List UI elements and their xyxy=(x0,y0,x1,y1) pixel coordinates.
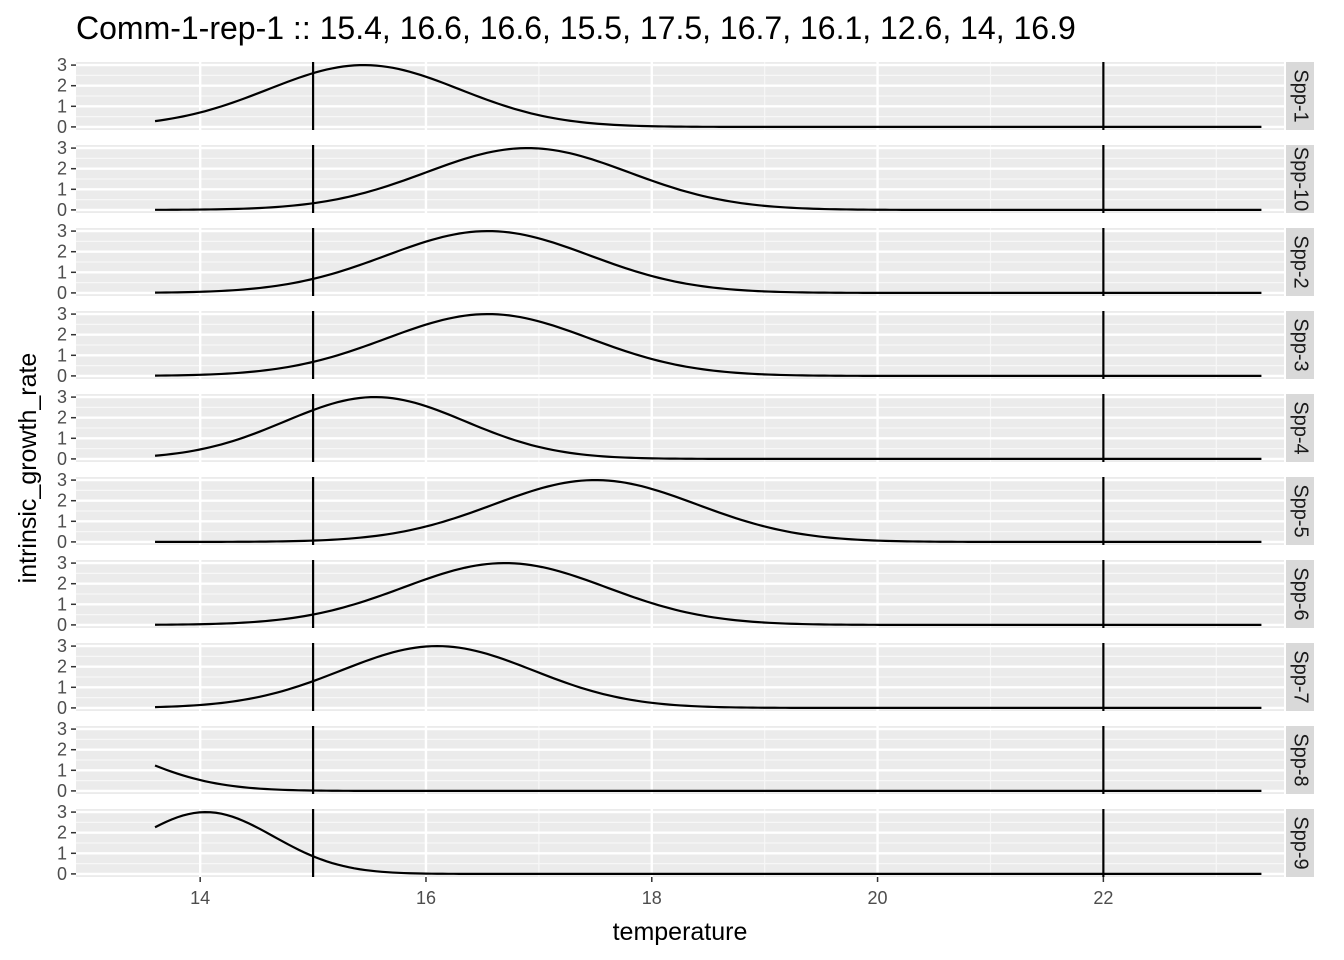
y-tick-label: 2 xyxy=(57,159,67,179)
y-tick-label: 1 xyxy=(57,843,67,863)
x-axis: 14 16 18 20 22 xyxy=(190,877,1113,908)
y-tick-label: 0 xyxy=(57,532,67,552)
y-tick-label: 2 xyxy=(57,657,67,677)
y-tick-label: 2 xyxy=(57,242,67,262)
y-tick-label: 0 xyxy=(57,200,67,220)
y-tick-label: 3 xyxy=(57,221,67,241)
facet-strip-label: Spp-1 xyxy=(1290,69,1312,122)
y-axis-label: intrinsic_growth_rate xyxy=(14,353,42,584)
y-tick-label: 2 xyxy=(57,76,67,96)
y-tick-label: 3 xyxy=(57,304,67,324)
y-tick-label: 1 xyxy=(57,760,67,780)
y-tick-label: 2 xyxy=(57,491,67,511)
facet-strip-label: Spp-3 xyxy=(1290,318,1312,371)
growth-curve-line xyxy=(154,395,1262,461)
growth-curve-line xyxy=(155,229,1262,295)
x-tick-label: 14 xyxy=(190,888,210,908)
facet-strip xyxy=(1286,62,1314,130)
x-tick-label: 20 xyxy=(868,888,888,908)
x-tick-label: 16 xyxy=(416,888,436,908)
facet-strip xyxy=(1286,145,1314,213)
facet-strip-label: Spp-4 xyxy=(1290,401,1312,454)
facet-strip xyxy=(1286,311,1314,379)
y-tick-label: 1 xyxy=(57,428,67,448)
facet-strip-label: Spp-2 xyxy=(1290,235,1312,288)
y-tick-label: 0 xyxy=(57,366,67,386)
facet-strip xyxy=(1286,394,1314,462)
y-tick-label: 3 xyxy=(57,470,67,490)
y-tick-label: 3 xyxy=(57,802,67,822)
y-tick-label: 0 xyxy=(57,449,67,469)
y-tick-label: 1 xyxy=(57,179,67,199)
y-tick-label: 1 xyxy=(57,677,67,697)
growth-curve-line xyxy=(154,810,1262,876)
y-tick-label: 2 xyxy=(57,823,67,843)
growth-curve-line xyxy=(155,312,1262,378)
y-tick-label: 1 xyxy=(57,96,67,116)
y-tick-label: 3 xyxy=(57,55,67,75)
y-tick-label: 2 xyxy=(57,574,67,594)
x-tick-label: 18 xyxy=(642,888,662,908)
facet-strip-label: Spp-9 xyxy=(1290,816,1312,869)
facet-strip xyxy=(1286,477,1314,545)
y-tick-label: 0 xyxy=(57,615,67,635)
y-tick-label: 2 xyxy=(57,408,67,428)
y-tick-label: 3 xyxy=(57,387,67,407)
growth-curve-line xyxy=(155,561,1262,627)
facet-strip xyxy=(1286,809,1314,877)
y-tick-label: 3 xyxy=(57,719,67,739)
growth-curve-line xyxy=(154,764,1262,793)
y-tick-label: 0 xyxy=(57,781,67,801)
y-tick-label: 2 xyxy=(57,325,67,345)
y-tick-label: 1 xyxy=(57,345,67,365)
growth-curve-line xyxy=(154,63,1262,129)
y-tick-label: 3 xyxy=(57,636,67,656)
facet-strip xyxy=(1286,726,1314,794)
facet-strip-label: Spp-8 xyxy=(1290,733,1312,786)
facet-strip xyxy=(1286,643,1314,711)
y-tick-label: 1 xyxy=(57,511,67,531)
y-tick-label: 1 xyxy=(57,262,67,282)
facet-strip-label: Spp-10 xyxy=(1290,147,1312,212)
facet-strip-label: Spp-5 xyxy=(1290,484,1312,537)
y-tick-label: 0 xyxy=(57,283,67,303)
y-tick-label: 0 xyxy=(57,117,67,137)
growth-curve-line xyxy=(155,146,1262,212)
facet-strip xyxy=(1286,228,1314,296)
facet-strip-label: Spp-7 xyxy=(1290,650,1312,703)
x-tick-label: 22 xyxy=(1093,888,1113,908)
y-tick-label: 0 xyxy=(57,698,67,718)
facet-strip xyxy=(1286,560,1314,628)
x-axis-label: temperature xyxy=(613,918,748,946)
facet-strip-label: Spp-6 xyxy=(1290,567,1312,620)
y-tick-label: 1 xyxy=(57,594,67,614)
growth-curve-line xyxy=(155,479,1262,544)
chart-title: Comm-1-rep-1 :: 15.4, 16.6, 16.6, 15.5, … xyxy=(76,10,1076,46)
y-tick-label: 3 xyxy=(57,553,67,573)
growth-curve-line xyxy=(155,644,1262,710)
y-tick-label: 0 xyxy=(57,864,67,884)
y-tick-label: 3 xyxy=(57,138,67,158)
y-tick-label: 2 xyxy=(57,740,67,760)
